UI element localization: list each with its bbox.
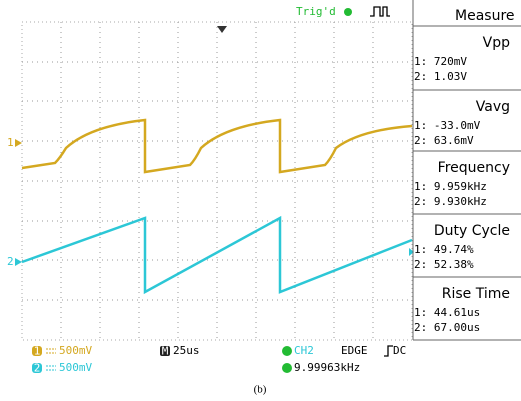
ch2-label: 2 bbox=[7, 255, 14, 268]
measure-items: Vpp 1: 720mV 2: 1.03V Vavg 1: -33.0mV 2: 63.6… bbox=[413, 25, 521, 341]
caption: (b) bbox=[254, 384, 267, 396]
trigger-icon bbox=[282, 346, 292, 356]
measure-name: Duty Cycle bbox=[434, 223, 510, 239]
measure-name: Rise Time bbox=[442, 286, 510, 302]
trigger-type: EDGE bbox=[341, 344, 368, 357]
edge-icon bbox=[384, 345, 393, 357]
measure-ch2: 2: 1.03V bbox=[414, 70, 467, 83]
trigger-led bbox=[344, 8, 352, 16]
trigger-position bbox=[217, 26, 227, 33]
ch2-icon-box bbox=[32, 363, 42, 373]
measure-ch2: 2: 67.00us bbox=[414, 321, 480, 334]
pulse-icon bbox=[370, 6, 390, 17]
ch1-icon: 1 bbox=[34, 345, 41, 358]
measure-ch2: 2: 9.930kHz bbox=[414, 195, 487, 208]
ch2-coupling bbox=[46, 365, 56, 371]
ch2-icon: 2 bbox=[34, 362, 41, 375]
measure-name: Vavg bbox=[476, 99, 510, 115]
ch1-coupling bbox=[46, 348, 56, 354]
time-icon-box bbox=[160, 346, 170, 356]
coupling: DC bbox=[393, 344, 406, 357]
timebase: 25us bbox=[173, 344, 200, 357]
measure-ch1: 1: 44.61us bbox=[414, 306, 480, 319]
grid bbox=[21, 21, 413, 341]
measure-ch2: 2: 52.38% bbox=[414, 258, 474, 271]
measure-ch1: 1: 49.74% bbox=[414, 243, 474, 256]
measure-name: Frequency bbox=[438, 160, 510, 176]
ch1-scale: 500mV bbox=[59, 344, 92, 357]
measure-name: Vpp bbox=[483, 35, 510, 51]
ch2-marker bbox=[15, 258, 22, 266]
measure-title: Measure bbox=[455, 8, 515, 24]
trigger-status: Trig'd bbox=[296, 5, 336, 18]
ch1-icon-box bbox=[32, 346, 42, 356]
trigger-level bbox=[409, 248, 414, 256]
measure-ch2: 2: 63.6mV bbox=[414, 134, 474, 147]
ch1-label: 1 bbox=[7, 136, 14, 149]
ch2-waveform bbox=[21, 215, 413, 295]
measure-ch1: 1: -33.0mV bbox=[414, 119, 481, 132]
trigger-frequency: 9.99963kHz bbox=[294, 361, 360, 374]
measure-ch1: 1: 9.959kHz bbox=[414, 180, 487, 193]
measure-ch1: 1: 720mV bbox=[414, 55, 467, 68]
ch1-waveform bbox=[21, 118, 413, 174]
time-icon: M bbox=[162, 345, 169, 358]
ch1-marker bbox=[15, 139, 22, 147]
ch2-scale: 500mV bbox=[59, 361, 92, 374]
trigger-source: CH2 bbox=[294, 344, 314, 357]
freq-icon bbox=[282, 363, 292, 373]
